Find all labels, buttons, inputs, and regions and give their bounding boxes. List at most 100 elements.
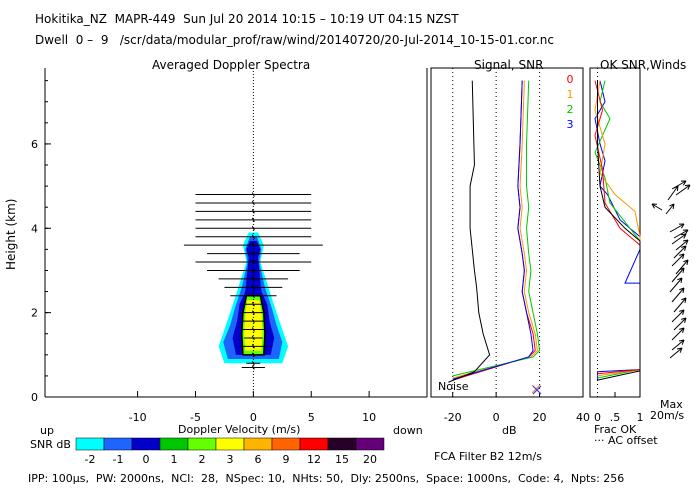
snr-series-2: [452, 80, 541, 377]
wind-arrow-2-head: [673, 185, 679, 192]
mean-velocity-point-1: [251, 361, 255, 366]
wind-arrow-6: [673, 229, 689, 239]
x-tick-label-5: 5: [308, 411, 315, 424]
wind-arrow-2: [667, 185, 679, 201]
colorbar-label-5: 3: [227, 453, 234, 466]
colorbar-label-3: 1: [171, 453, 178, 466]
wind-arrow-9: [673, 245, 687, 259]
x-axis-label: Doppler Velocity (m/s): [178, 423, 301, 436]
colorbar-label-2: 0: [143, 453, 150, 466]
wind-arrow-11: [675, 259, 689, 275]
mean-velocity-point-8: [251, 301, 255, 307]
mean-velocity-point-0: [251, 365, 255, 370]
wind-arrow-5: [669, 223, 685, 233]
snr-x-tick-label--20: -20: [444, 411, 462, 424]
wind-arrow-14: [671, 287, 685, 303]
mean-velocity-point-13: [251, 259, 255, 265]
x-tick-label--5: -5: [190, 411, 201, 424]
wind-arrow-12: [671, 267, 685, 283]
ac-offset-label: ··· AC offset: [594, 434, 658, 447]
x-tick-label-10: 10: [362, 411, 376, 424]
snr-series-1: [452, 80, 538, 379]
filter-label: FCA Filter B2 12m/s: [434, 450, 542, 463]
snr-series-Noise: [448, 80, 491, 383]
wind-arrow-3-head: [651, 203, 658, 209]
db-label: dB: [502, 424, 517, 437]
snr-marker-blue: [532, 385, 542, 395]
wind-arrow-19-head: [678, 339, 685, 345]
frac-ok-trace-4: [597, 80, 641, 381]
y-tick-label-2: 2: [31, 307, 38, 320]
snr-x-tick-label-0: 0: [493, 411, 500, 424]
spectra-title: Averaged Doppler Spectra: [152, 58, 311, 72]
colorbar-label-0: -2: [85, 453, 96, 466]
wind-arrow-13: [669, 277, 683, 293]
frac-ok-label: Frac OK: [594, 423, 637, 436]
wind-arrow-12-head: [679, 267, 685, 273]
wind-arrow-15-head: [681, 297, 687, 303]
wind-arrow-19: [671, 339, 685, 351]
winds-title: OK SNR,Winds: [600, 58, 687, 72]
winds-x-tick-label: .5: [610, 411, 621, 424]
snr-legend-3: 3: [567, 118, 574, 131]
snr-series-3: [452, 80, 534, 380]
wind-arrow-11-head: [683, 259, 689, 265]
colorbar-swatch-5: [215, 437, 245, 451]
colorbar-label-7: 9: [283, 453, 290, 466]
colorbar-label-4: 2: [199, 453, 206, 466]
wind-arrow-9-head: [681, 245, 687, 251]
x-tick-label-0: 0: [250, 411, 257, 424]
frac-ok-trace-1: [594, 80, 641, 379]
x-tick-label--10: -10: [129, 411, 147, 424]
mean-velocity-point-3: [251, 344, 255, 349]
winds-x-tick-label: 1: [637, 411, 644, 424]
wind-arrow-3: [651, 203, 663, 211]
noise-label: Noise: [438, 380, 469, 393]
frac-ok-trace-3: [594, 80, 641, 375]
wind-arrow-13-head: [677, 277, 683, 283]
snr-legend-1: 1: [567, 88, 574, 101]
colorbar-label-6: 6: [255, 453, 262, 466]
colorbar-swatch-8: [299, 437, 329, 451]
colorbar-label-10: 20: [363, 453, 377, 466]
mean-velocity-point-10: [251, 285, 255, 290]
mean-velocity-point-2: [251, 352, 255, 358]
colorbar-label-9: 15: [335, 453, 349, 466]
frac-ok-trace-0: [594, 80, 641, 381]
colorbar-swatch-9: [327, 437, 357, 451]
frac-ok-trace-2: [594, 80, 641, 377]
wind-arrow-1: [675, 184, 691, 196]
wind-arrow-8: [675, 239, 689, 251]
wind-arrow-8-head: [682, 239, 689, 245]
params-line: IPP: 100µs, PW: 2000ns, NCI: 28, NSpec: …: [28, 472, 625, 485]
mean-velocity-point-7: [251, 310, 255, 315]
snr-x-tick-label-20: 20: [533, 411, 547, 424]
colorbar-swatch-6: [243, 437, 273, 451]
colorbar-label-8: 12: [307, 453, 321, 466]
colorbar-swatch-7: [271, 437, 301, 451]
mean-velocity-point-4: [251, 335, 255, 341]
wind-arrow-7: [671, 233, 687, 245]
snr-legend-0: 0: [567, 73, 574, 86]
down-label: down: [393, 424, 423, 437]
mean-velocity-point-17: [251, 226, 255, 231]
mean-velocity-point-5: [251, 327, 255, 332]
wind-arrow-20-head: [676, 347, 683, 353]
wind-arrow-10-head: [679, 253, 685, 259]
wind-arrow-4-head: [669, 203, 675, 210]
snr-x-tick-label-40: 40: [576, 411, 590, 424]
y-tick-label-4: 4: [31, 222, 38, 235]
colorbar-swatch-1: [103, 437, 133, 451]
winds-x-tick-label-0: 0: [594, 411, 601, 424]
mean-velocity-point-11: [251, 276, 255, 282]
mean-velocity-point-15: [251, 242, 255, 248]
colorbar-label-1: -1: [113, 453, 124, 466]
colorbar-swatch-10: [355, 437, 385, 451]
echo-region-4: [244, 299, 263, 351]
y-axis-label: Height (km): [4, 198, 18, 270]
mean-velocity-point-16: [251, 234, 255, 239]
colorbar-swatch-2: [131, 437, 161, 451]
wind-arrow-16: [671, 309, 685, 323]
mean-velocity-point-21: [251, 192, 255, 197]
wind-arrow-1-head: [684, 184, 691, 190]
